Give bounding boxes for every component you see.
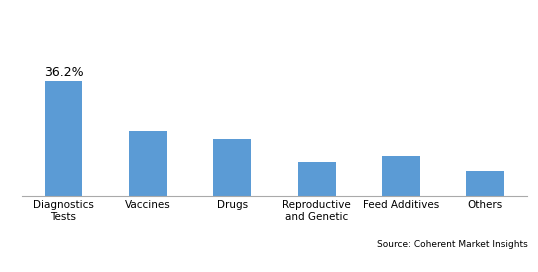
Text: Source: Coherent Market Insights: Source: Coherent Market Insights xyxy=(377,240,527,249)
Bar xyxy=(45,81,82,196)
Bar xyxy=(213,139,251,196)
Bar xyxy=(129,131,167,196)
Bar xyxy=(298,162,336,196)
Bar xyxy=(466,171,504,196)
Bar xyxy=(382,156,420,196)
Text: 36.2%: 36.2% xyxy=(45,66,84,79)
